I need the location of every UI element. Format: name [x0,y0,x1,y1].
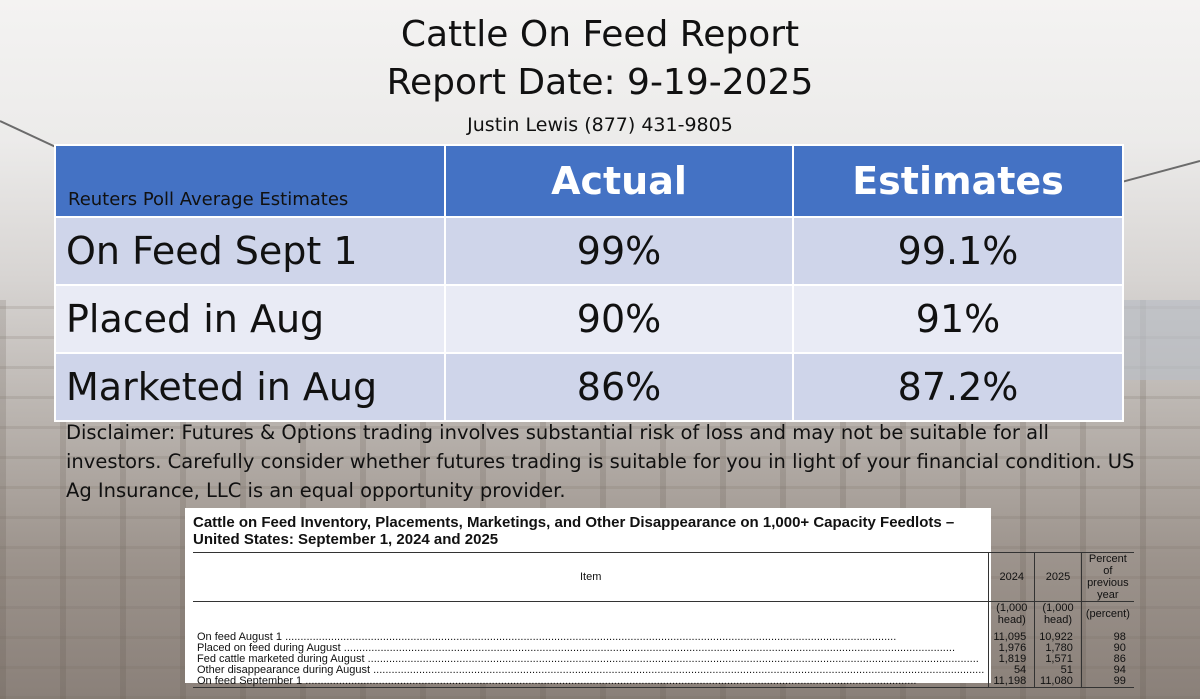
poll-row-estimate: 99.1% [792,216,1124,286]
poll-row-actual: 86% [444,352,794,422]
table-row: Other disappearance during August ......… [193,665,1134,676]
row-item: Fed cattle marketed during August ......… [197,654,979,665]
row-2024: 11,095 [988,632,1035,643]
row-percent: 98 [1080,632,1134,643]
year-2025-header: 2025 [1034,552,1082,602]
row-percent: 86 [1080,654,1134,665]
row-2024: 1,976 [988,643,1035,654]
page-title: Cattle On Feed Report [400,14,800,55]
row-percent: 94 [1080,665,1134,676]
row-item: On feed September 1 ....................… [193,676,989,688]
nass-table: Item 2024 2025 Percent of previous year … [193,552,1134,688]
row-2024: 54 [988,665,1035,676]
actual-header: Actual [444,144,794,218]
estimates-header: Estimates [792,144,1124,218]
row-item: Other disappearance during August ......… [197,665,985,676]
row-2025: 10,922 [1034,632,1082,643]
nass-header-row: Item 2024 2025 Percent of previous year [193,552,1134,602]
disclaimer-text: Disclaimer: Futures & Options trading in… [66,421,1135,502]
percent-header: Percent of previous year [1080,552,1134,602]
row-2025: 1,571 [1034,654,1082,665]
item-header: Item [193,552,989,602]
row-item: Placed on feed during August ...........… [197,643,956,654]
poll-row-name: Marketed in Aug [54,352,446,422]
poll-header-row: Reuters Poll Average Estimates Actual Es… [54,144,1124,218]
table-row: Fed cattle marketed during August ......… [193,654,1134,665]
year-2024-header: 2024 [988,552,1035,602]
poll-row-name: On Feed Sept 1 [54,216,446,286]
nass-report-excerpt: Cattle on Feed Inventory, Placements, Ma… [185,508,1134,688]
row-2025: 51 [1034,665,1082,676]
row-2024: 1,819 [988,654,1035,665]
row-2024: 11,198 [988,676,1035,688]
table-row: Placed on feed during August ...........… [193,643,1134,654]
row-percent: 90 [1080,643,1134,654]
unit-percent: (percent) [1080,601,1134,626]
contact-info: Justin Lewis (877) 431-9805 [467,114,733,136]
nass-table-title: Cattle on Feed Inventory, Placements, Ma… [193,514,955,548]
row-2025: 11,080 [1034,676,1082,688]
table-row: On feed August 1 .......................… [193,632,1134,643]
poll-row-estimate: 91% [792,284,1124,354]
poll-row-name: Placed in Aug [54,284,446,354]
poll-row-actual: 99% [444,216,794,286]
row-2025: 1,780 [1034,643,1082,654]
reuters-poll-table: Reuters Poll Average Estimates Actual Es… [54,144,1124,422]
poll-row-actual: 90% [444,284,794,354]
unit-2024: (1,000 head) [988,601,1035,626]
poll-row: Marketed in Aug 86% 87.2% [54,352,1124,422]
poll-row-estimate: 87.2% [792,352,1124,422]
unit-2025: (1,000 head) [1034,601,1082,626]
row-item: On feed August 1 .......................… [197,632,897,643]
report-date: Report Date: 9-19-2025 [386,62,814,103]
poll-label: Reuters Poll Average Estimates [54,144,446,218]
table-row: On feed September 1 ....................… [193,676,1134,688]
poll-row: On Feed Sept 1 99% 99.1% [54,216,1124,286]
row-percent: 99 [1080,676,1134,688]
units-row: (1,000 head) (1,000 head) (percent) [193,601,1134,626]
poll-row: Placed in Aug 90% 91% [54,284,1124,354]
